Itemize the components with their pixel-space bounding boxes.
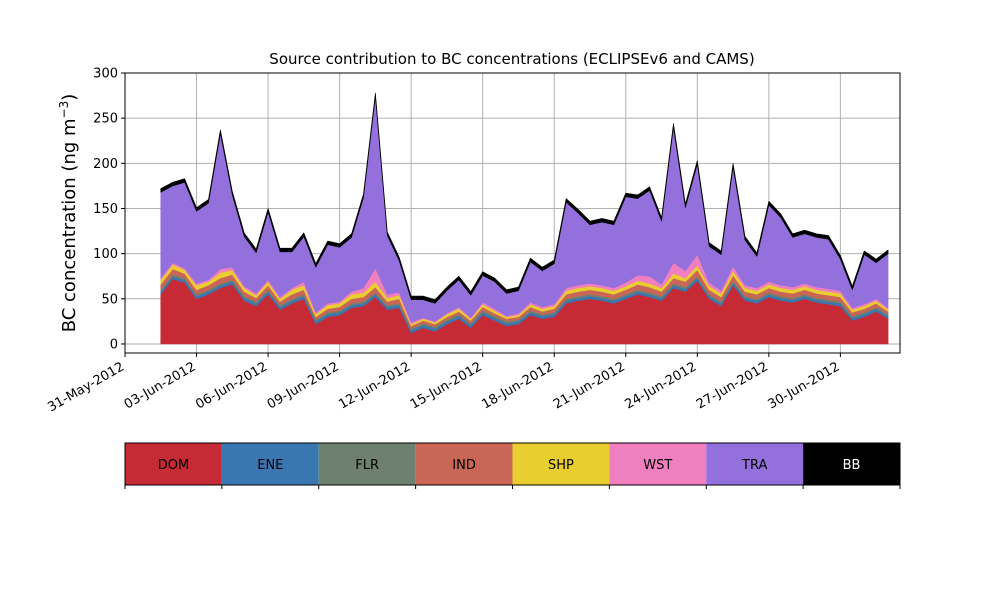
y-tick-label: 200 <box>93 157 118 172</box>
y-axis-label-close: ) <box>59 94 80 101</box>
legend-swatch-bb <box>803 443 900 485</box>
legend-swatch-flr <box>318 443 416 485</box>
x-tick-label: 12-Jun-2012 <box>336 359 413 412</box>
y-tick-label: 300 <box>93 67 118 82</box>
y-tick-label: 150 <box>93 202 118 217</box>
legend-swatch-wst <box>609 443 707 485</box>
x-tick-label: 21-Jun-2012 <box>551 359 628 412</box>
y-tick-label: 0 <box>110 337 118 352</box>
stacked-areas <box>160 92 889 345</box>
y-tick-label: 100 <box>93 247 118 262</box>
legend-swatch-ene <box>221 443 319 485</box>
x-tick-label: 18-Jun-2012 <box>479 359 556 412</box>
legend-swatch-dom <box>125 443 222 485</box>
x-tick-label: 24-Jun-2012 <box>622 359 699 412</box>
area-bb <box>160 92 889 304</box>
legend-label-flr: FLR <box>355 458 379 473</box>
legend-label-bb: BB <box>843 458 861 473</box>
legend-label-tra: TRA <box>741 458 767 473</box>
legend-colorbar: DOM ENE FLR IND SHP WST TRA BB <box>124 442 901 489</box>
x-tick-label: 31-May-2012 <box>45 359 127 415</box>
x-tick-label: 15-Jun-2012 <box>408 359 485 412</box>
legend-label-ind: IND <box>452 458 476 473</box>
legend-label-ene: ENE <box>257 458 283 473</box>
y-axis-label: BC concentration (ng m−3) <box>57 94 80 333</box>
x-tick-label: 30-Jun-2012 <box>766 359 843 412</box>
legend-swatch-ind <box>415 443 513 485</box>
x-tick-label: 27-Jun-2012 <box>694 359 771 412</box>
x-tick-label: 06-Jun-2012 <box>193 359 270 412</box>
x-axis-ticks: 31-May-201203-Jun-201206-Jun-201209-Jun-… <box>45 353 842 415</box>
y-axis-label-main: BC concentration (ng m <box>59 118 80 332</box>
legend-label-dom: DOM <box>158 458 189 473</box>
y-axis-ticks: 0 50 100 150 200 250 300 <box>93 67 125 352</box>
plot-frame <box>124 72 901 354</box>
x-tick-label: 09-Jun-2012 <box>265 359 342 412</box>
y-axis-label-exponent: −3 <box>57 101 71 119</box>
legend-label-shp: SHP <box>548 458 574 473</box>
y-tick-label: 250 <box>93 112 118 127</box>
y-tick-label: 50 <box>101 292 118 307</box>
legend-swatch-tra <box>706 443 804 485</box>
chart-title: Source contribution to BC concentrations… <box>269 50 754 68</box>
legend-label-wst: WST <box>643 458 672 473</box>
x-tick-label: 03-Jun-2012 <box>122 359 199 412</box>
legend-swatch-shp <box>512 443 610 485</box>
